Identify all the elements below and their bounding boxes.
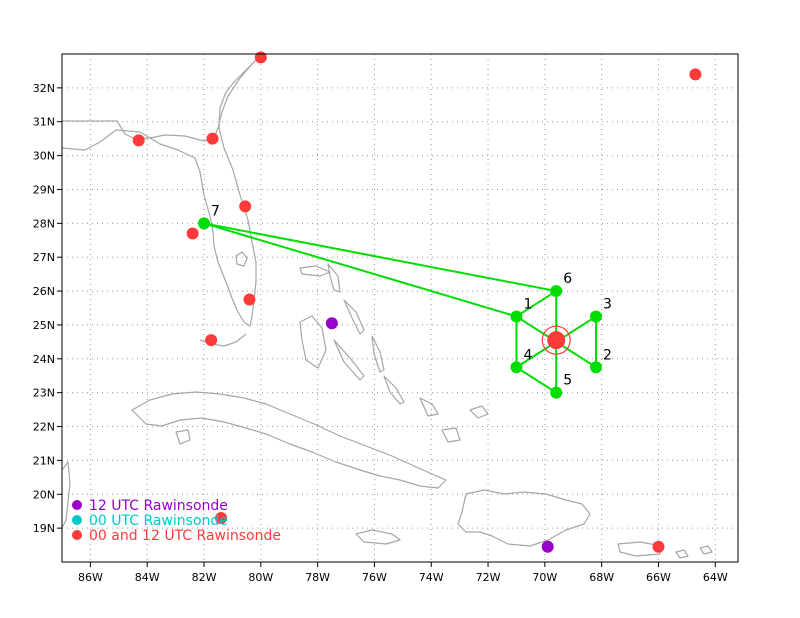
track-segment bbox=[515, 290, 557, 318]
yucatan bbox=[62, 461, 71, 529]
sampling-point-label: 5 bbox=[563, 373, 572, 389]
y-tick-label: 24N bbox=[33, 353, 55, 366]
track-segment bbox=[203, 222, 517, 318]
sampling-point-4 bbox=[510, 361, 523, 374]
storm-ring bbox=[541, 325, 571, 355]
sampling-point-5 bbox=[550, 386, 563, 399]
track-segment bbox=[203, 222, 557, 293]
georgia-coast bbox=[217, 54, 263, 129]
y-tick-label: 22N bbox=[33, 421, 55, 434]
x-tick-label: 64W bbox=[703, 571, 728, 584]
sampling-point-6 bbox=[550, 285, 563, 298]
sampling-point-7 bbox=[198, 217, 211, 230]
jamaica bbox=[355, 529, 401, 545]
x-tick-label: 74W bbox=[419, 571, 444, 584]
rawinsonde-marker-both bbox=[186, 227, 199, 240]
y-tick-label: 31N bbox=[33, 116, 55, 129]
rawinsonde-marker-both bbox=[215, 511, 228, 524]
track-segment bbox=[515, 366, 557, 394]
hispaniola bbox=[457, 489, 591, 547]
plot-frame bbox=[61, 53, 739, 563]
legend-marker bbox=[72, 530, 82, 540]
legend-marker bbox=[72, 500, 82, 510]
y-tick-label: 26N bbox=[33, 285, 55, 298]
rawinsonde-marker-both bbox=[243, 293, 256, 306]
bahamas-long bbox=[383, 375, 405, 405]
x-tick-label: 78W bbox=[305, 571, 330, 584]
x-tick-label: 70W bbox=[532, 571, 557, 584]
sampling-point-label: 3 bbox=[603, 296, 612, 312]
bahamas-inagua bbox=[441, 427, 461, 443]
sampling-point-label: 1 bbox=[523, 296, 532, 312]
legend-label: 12 UTC Rawinsonde bbox=[89, 498, 228, 514]
sampling-point-3 bbox=[589, 310, 602, 323]
y-tick-label: 27N bbox=[33, 251, 55, 264]
legend-marker bbox=[72, 515, 82, 525]
rawinsonde-marker-both bbox=[239, 200, 252, 213]
x-tick-label: 68W bbox=[589, 571, 614, 584]
y-tick-label: 19N bbox=[33, 522, 55, 535]
y-tick-label: 30N bbox=[33, 150, 55, 163]
sampling-point-label: 2 bbox=[603, 347, 612, 363]
sampling-point-1 bbox=[510, 310, 523, 323]
axis-ticks: 86W 84W 82W 80W 78W 76W 74W 72W 70W 68W 66W 64W 19N 2… bbox=[33, 82, 728, 584]
bahamas-andros bbox=[299, 315, 327, 369]
rawinsonde-marker-both bbox=[652, 540, 665, 553]
turks-caicos bbox=[469, 405, 489, 419]
y-tick-label: 25N bbox=[33, 319, 55, 332]
x-tick-label: 82W bbox=[192, 571, 217, 584]
legend-label: 00 and 12 UTC Rawinsonde bbox=[89, 528, 281, 544]
x-tick-label: 84W bbox=[135, 571, 160, 584]
sampling-point-label: 7 bbox=[211, 203, 220, 219]
sampling-point-label: 4 bbox=[523, 347, 532, 363]
y-tick-label: 29N bbox=[33, 183, 55, 196]
puerto-rico bbox=[617, 541, 663, 557]
bahamas-exuma bbox=[333, 339, 365, 381]
sampling-point-label: 6 bbox=[563, 271, 572, 287]
x-tick-label: 66W bbox=[646, 571, 671, 584]
rawinsonde-marker-both bbox=[205, 334, 218, 347]
coastlines bbox=[62, 54, 713, 559]
y-tick-label: 23N bbox=[33, 387, 55, 400]
rawinsonde-marker-both bbox=[689, 68, 702, 81]
y-tick-label: 20N bbox=[33, 488, 55, 501]
x-tick-label: 72W bbox=[476, 571, 501, 584]
rawinsonde-marker-both bbox=[254, 51, 267, 64]
x-tick-label: 80W bbox=[248, 571, 273, 584]
plot-background bbox=[62, 54, 738, 562]
bahamas-acklins bbox=[419, 397, 439, 417]
y-tick-label: 32N bbox=[33, 82, 55, 95]
rawinsonde-marker-12 bbox=[325, 317, 338, 330]
lake-okeechobee bbox=[235, 251, 248, 267]
rawinsonde-marker-12 bbox=[541, 540, 554, 553]
sampling-point-2 bbox=[589, 361, 602, 374]
bahamas-grand bbox=[299, 265, 331, 277]
x-tick-label: 86W bbox=[78, 571, 103, 584]
bahamas-eleuthera bbox=[343, 299, 365, 335]
x-tick-label: 76W bbox=[362, 571, 387, 584]
rawinsonde-marker-both bbox=[132, 134, 145, 147]
isle-of-youth bbox=[175, 429, 191, 445]
y-tick-label: 28N bbox=[33, 217, 55, 230]
cuba bbox=[131, 391, 447, 489]
rawinsonde-marker-both bbox=[206, 132, 219, 145]
virgin-islands bbox=[675, 545, 713, 559]
bahamas-abaco bbox=[327, 263, 341, 293]
y-tick-label: 21N bbox=[33, 454, 55, 467]
bahamas-cat bbox=[371, 335, 385, 373]
legend-label: 00 UTC Rawinsonde bbox=[89, 513, 228, 529]
storm-center-marker bbox=[547, 331, 566, 350]
